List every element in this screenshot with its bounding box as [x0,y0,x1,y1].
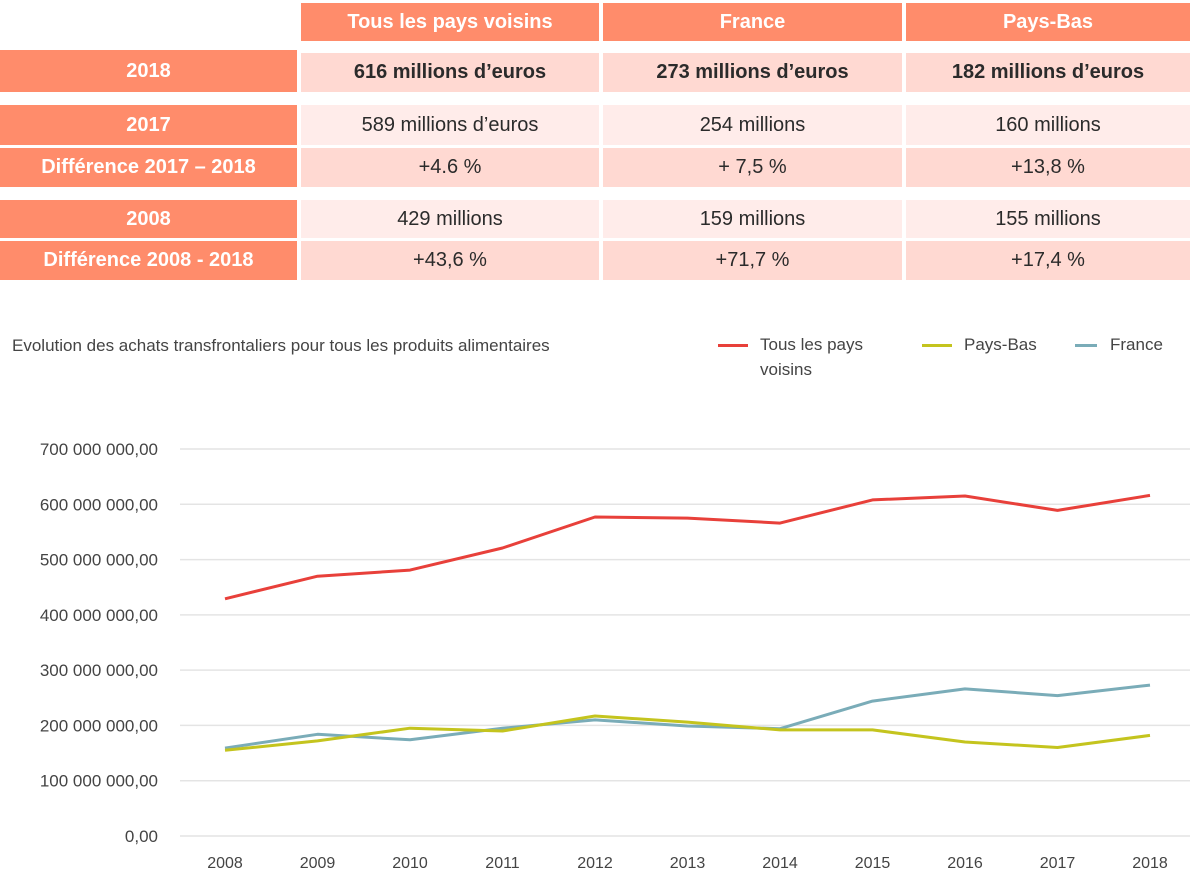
x-tick-label: 2017 [1040,855,1076,872]
row-label-2017: 2017 [0,105,297,145]
x-axis-tick-labels: 2008 2009 2010 2011 2012 2013 2014 2015 2016 2017… [207,855,1168,872]
legend-label-france: France [1110,335,1163,354]
series-line-tous-les-pays-voisins [224,493,1151,601]
table-cell: +13,8 % [906,148,1190,187]
legend-item-all-neighbors: Tous les pays voisins [718,332,888,384]
x-tick-label: 2015 [855,855,891,872]
y-tick-label: 100 000 000,00 [40,772,158,791]
row-label-2018: 2018 [0,50,297,92]
x-tick-label: 2010 [392,855,428,872]
legend-swatch-netherlands [922,344,952,347]
table-cell: 589 millions d’euros [301,105,599,145]
series-line-france [224,683,1151,750]
table-cell: 429 millions [301,200,599,238]
table-cell: + 7,5 % [603,148,902,187]
x-tick-label: 2008 [207,855,243,872]
column-header-france: France [603,3,902,41]
table-cell: 182 millions d’euros [906,53,1190,92]
legend-label-netherlands: Pays-Bas [964,335,1037,354]
table-cell: +17,4 % [906,241,1190,280]
table-cell: 273 millions d’euros [603,53,902,92]
row-label-diff-2008-2018: Différence 2008 - 2018 [0,241,297,280]
legend-label-line: voisins [760,360,812,379]
x-tick-label: 2013 [670,855,706,872]
row-label-2008: 2008 [0,200,297,238]
y-axis-tick-labels: 0,00 100 000 000,00 200 000 000,00 300 000 … [40,440,158,846]
column-header-netherlands: Pays-Bas [906,3,1190,41]
y-tick-label: 200 000 000,00 [40,716,158,735]
table-cell: 155 millions [906,200,1190,238]
table-cell: +4.6 % [301,148,599,187]
legend-item-france: France [1075,332,1190,358]
table-cell: 159 millions [603,200,902,238]
legend-item-netherlands: Pays-Bas [922,332,1062,358]
x-tick-label: 2009 [300,855,336,872]
x-tick-label: 2012 [577,855,613,872]
y-tick-label: 600 000 000,00 [40,495,158,514]
row-label-diff-2017-2018: Différence 2017 – 2018 [0,148,297,187]
legend-label-all-neighbors: Tous les pays voisins [760,332,863,382]
y-tick-label: 700 000 000,00 [40,440,158,459]
column-header-all-neighbors: Tous les pays voisins [301,3,599,41]
y-tick-label: 0,00 [125,827,158,846]
table-cell: 616 millions d’euros [301,53,599,92]
legend-swatch-all-neighbors [718,344,748,347]
legend-swatch-france [1075,344,1097,347]
x-tick-label: 2016 [947,855,983,872]
series-lines [224,493,1151,752]
table-cell: 160 millions [906,105,1190,145]
table-cell: +71,7 % [603,241,902,280]
x-tick-label: 2011 [485,855,520,872]
y-tick-label: 500 000 000,00 [40,551,158,570]
series-line-pays-bas [224,714,1151,752]
legend-label-line: Tous les pays [760,335,863,354]
table-cell: +43,6 % [301,241,599,280]
chart-title: Evolution des achats transfrontaliers po… [12,336,550,355]
y-tick-label: 300 000 000,00 [40,661,158,680]
x-tick-label: 2018 [1132,855,1168,872]
x-tick-label: 2014 [762,855,798,872]
table-cell: 254 millions [603,105,902,145]
y-tick-label: 400 000 000,00 [40,606,158,625]
